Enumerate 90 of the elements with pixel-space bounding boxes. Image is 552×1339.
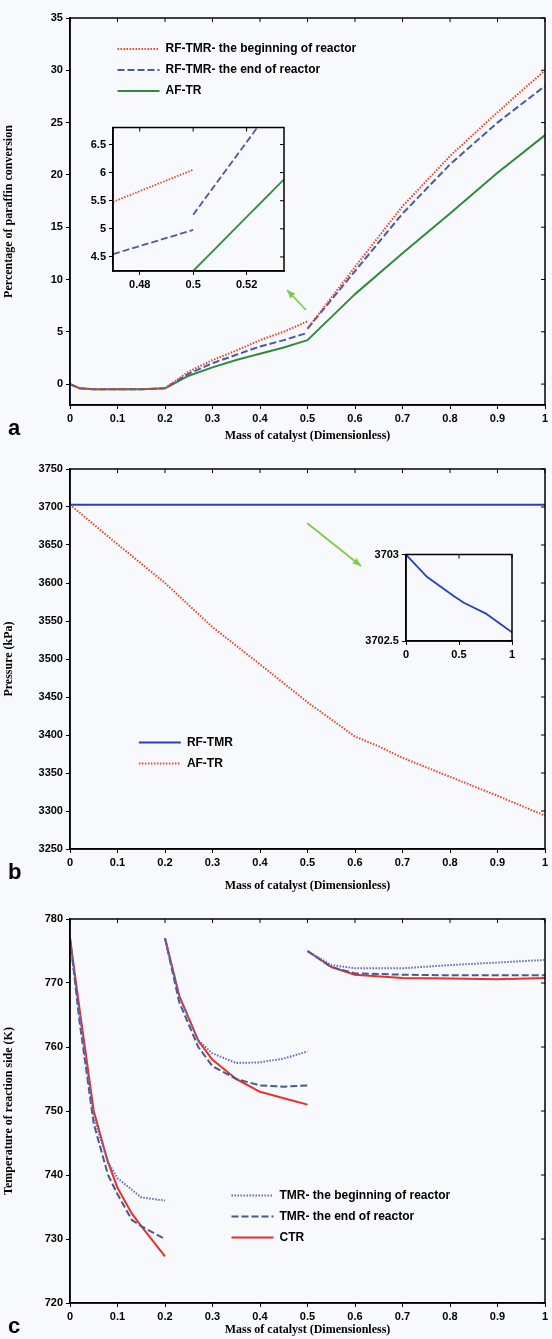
x-tick-label: 1	[541, 855, 549, 868]
x-tick-label: 0.5	[299, 1309, 316, 1322]
y-tick-label: 5.5	[90, 193, 106, 206]
y-tick-label: 0	[56, 377, 63, 390]
y-tick-label: 3702.5	[365, 634, 399, 647]
x-tick-label: 1	[508, 647, 516, 660]
y-tick-label: 740	[44, 1168, 63, 1181]
x-tick-label: 0.5	[185, 277, 201, 290]
x-tick-label: 0.7	[394, 1309, 411, 1322]
x-tick-label: 0.5	[299, 855, 316, 868]
y-axis-title: Temperature of reaction side (K)	[1, 1027, 16, 1195]
x-tick-label: 0.2	[157, 1309, 173, 1322]
y-tick-label: 10	[50, 272, 63, 285]
x-tick-label: 0.7	[394, 855, 411, 868]
y-tick-label: 3250	[38, 842, 63, 855]
y-tick-label: 3700	[38, 500, 63, 513]
x-tick-label: 0.3	[204, 855, 221, 868]
x-axis-title: Mass of catalyst (Dimensionless)	[224, 877, 391, 892]
x-tick-label: 1	[541, 1309, 549, 1322]
x-axis-title: Mass of catalyst (Dimensionless)	[224, 1321, 391, 1336]
x-tick-label: 0.1	[109, 855, 126, 868]
text: a	[8, 415, 21, 440]
y-tick-label: 730	[44, 1232, 63, 1245]
x-tick-label: 0.2	[157, 411, 173, 424]
x-tick-label: 0.3	[204, 411, 221, 424]
x-tick-label: 0.8	[442, 411, 458, 424]
text: b	[8, 859, 22, 884]
y-tick-label: 770	[44, 976, 63, 989]
legend-label: AF-TR	[186, 755, 224, 770]
x-tick-label: 0.4	[252, 411, 269, 424]
y-tick-label: 3750	[38, 462, 63, 475]
y-tick-label: 780	[44, 912, 63, 925]
x-tick-label: 0.8	[442, 1309, 458, 1322]
y-tick-label: 3703	[374, 547, 399, 560]
y-axis-title: Pressure (kPa)	[1, 621, 16, 697]
x-tick-label: 0.4	[252, 855, 269, 868]
legend-label: RF-TMR	[186, 734, 234, 749]
y-tick-label: 25	[50, 115, 63, 128]
y-tick-label: 4.5	[90, 249, 106, 262]
y-tick-label: 3400	[38, 728, 63, 741]
text: c	[8, 1313, 21, 1338]
y-tick-label: 750	[44, 1104, 63, 1117]
x-tick-label: 0.6	[347, 411, 363, 424]
y-tick-label: 15	[50, 220, 63, 233]
y-tick-label: 3600	[38, 576, 63, 589]
y-tick-label: 20	[50, 167, 63, 180]
y-axis-title: Percentage of paraffin conversion	[1, 124, 16, 298]
y-tick-label: 3350	[38, 766, 63, 779]
x-tick-label: 0.1	[109, 411, 126, 424]
y-tick-label: 30	[50, 63, 63, 76]
x-tick-label: 0.9	[489, 1309, 506, 1322]
x-tick-label: 0.8	[442, 855, 458, 868]
y-tick-label: 3300	[38, 804, 63, 817]
y-tick-label: 3500	[38, 652, 63, 665]
y-tick-label: 3550	[38, 614, 63, 627]
y-tick-label: 6.5	[90, 137, 106, 150]
x-tick-label: 0.6	[347, 855, 363, 868]
x-tick-label: 0.52	[235, 277, 258, 290]
x-tick-label: 0.5	[299, 411, 316, 424]
x-tick-label: 0.5	[451, 647, 467, 660]
y-tick-label: 5	[56, 324, 63, 337]
x-tick-label: 0.6	[347, 1309, 363, 1322]
x-tick-label: 0.2	[157, 855, 173, 868]
x-tick-label: 0.4	[252, 1309, 269, 1322]
y-tick-label: 3450	[38, 690, 63, 703]
x-tick-label: 0.48	[129, 277, 151, 290]
legend-label: TMR- the beginning of reactor	[279, 1187, 451, 1202]
line-series	[70, 503, 545, 817]
x-tick-label: 0	[66, 1309, 74, 1322]
x-tick-label: 0	[66, 411, 74, 424]
y-tick-label: 5	[99, 221, 106, 234]
x-tick-label: 0.9	[489, 411, 506, 424]
y-tick-label: 760	[44, 1040, 63, 1053]
x-tick-label: 0	[66, 855, 74, 868]
legend-label: TMR- the end of reactor	[279, 1208, 415, 1223]
x-tick-label: 0.7	[394, 411, 411, 424]
x-tick-label: 0.3	[204, 1309, 221, 1322]
x-tick-label: 1	[541, 411, 549, 424]
y-tick-label: 3650	[38, 538, 63, 551]
legend-label: RF-TMR- the end of reactor	[165, 62, 321, 77]
legend-label: AF-TR	[165, 83, 202, 98]
y-tick-label: 35	[50, 11, 63, 24]
legend-label: RF-TMR- the beginning of reactor	[165, 41, 357, 56]
x-axis-title: Mass of catalyst (Dimensionless)	[224, 427, 391, 442]
x-tick-label: 0.9	[489, 855, 506, 868]
x-tick-label: 0.1	[109, 1309, 126, 1322]
y-tick-label: 6	[99, 165, 106, 178]
x-tick-label: 0	[402, 647, 410, 660]
legend-label: CTR	[279, 1229, 305, 1244]
y-tick-label: 720	[44, 1296, 63, 1309]
